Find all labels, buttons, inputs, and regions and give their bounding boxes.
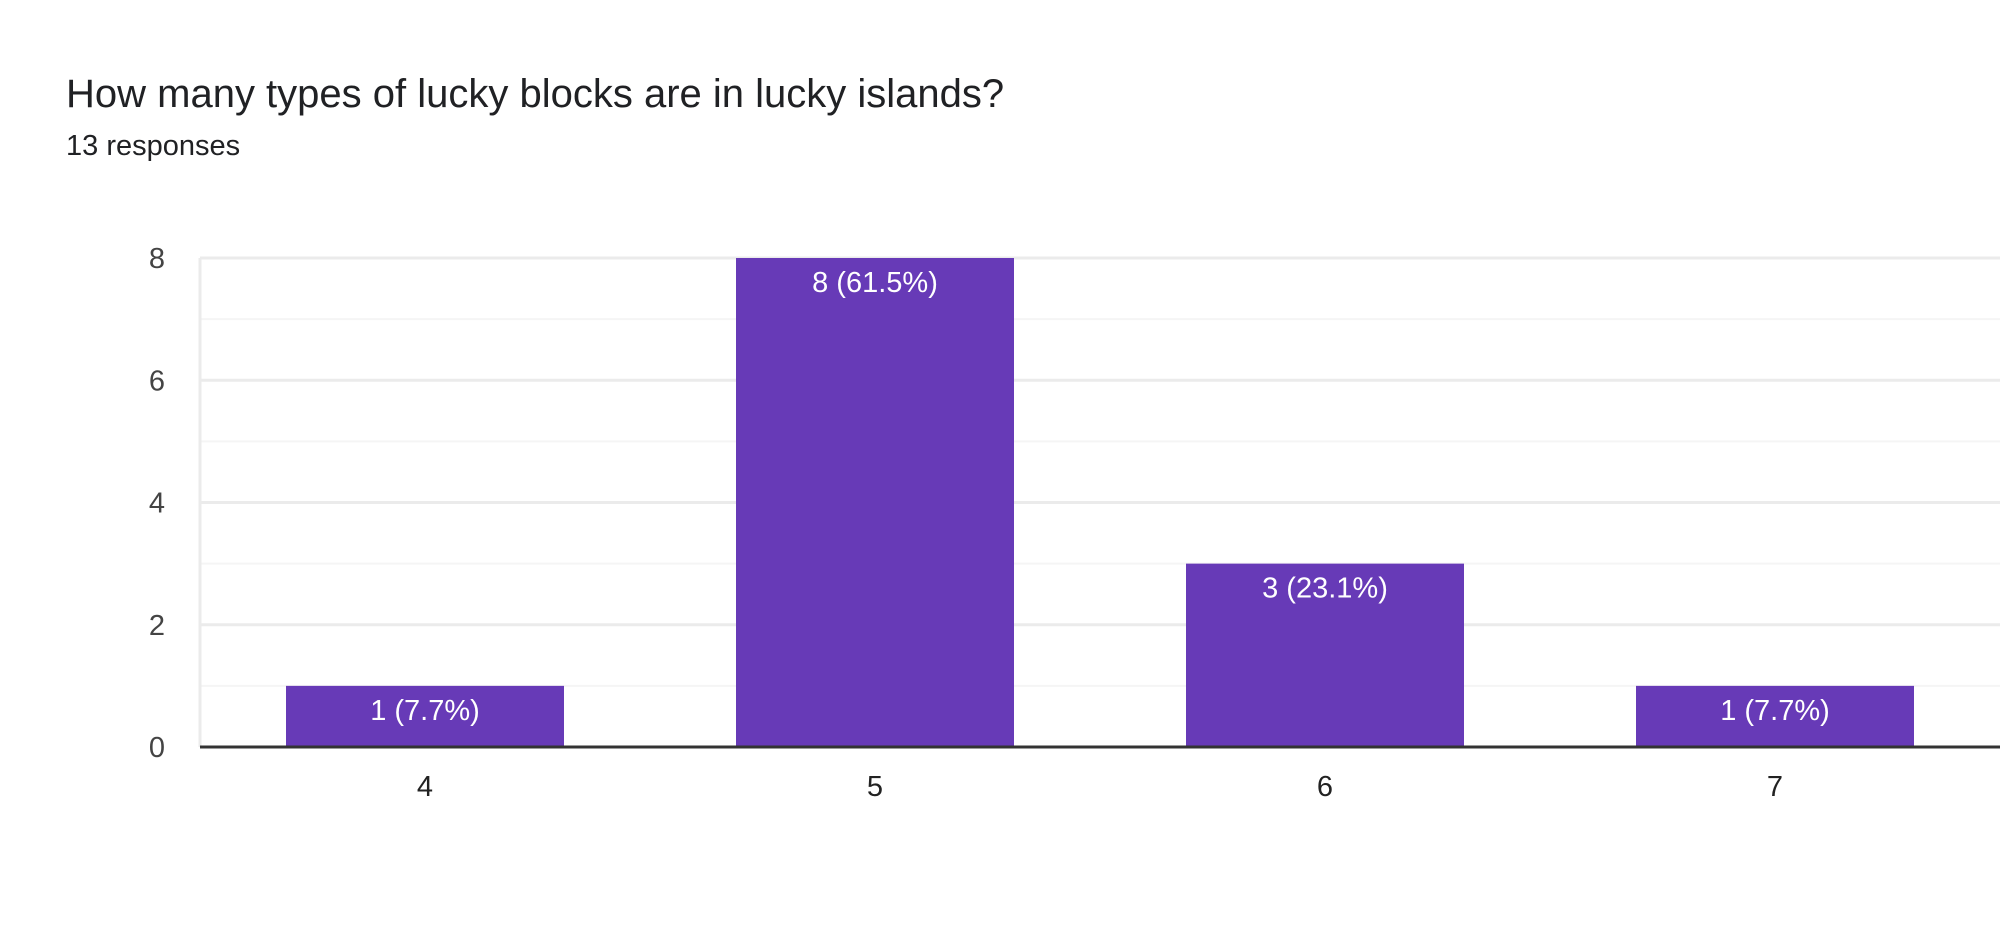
bar-data-label: 1 (7.7%) xyxy=(370,695,480,727)
x-category-label: 4 xyxy=(417,771,433,803)
y-tick-label: 2 xyxy=(149,610,165,642)
question-title: How many types of lucky blocks are in lu… xyxy=(66,72,1005,116)
y-tick-label: 8 xyxy=(149,243,165,275)
response-count: 13 responses xyxy=(66,130,241,162)
bar-4 xyxy=(286,685,564,747)
bar-5 xyxy=(736,258,1014,747)
bar-7 xyxy=(1636,685,1914,747)
bar-data-label: 8 (61.5%) xyxy=(812,267,938,299)
chart-header: How many types of lucky blocks are in lu… xyxy=(66,66,1004,166)
y-tick-label: 0 xyxy=(149,732,165,764)
bar-6 xyxy=(1186,563,1464,747)
x-category-label: 5 xyxy=(867,771,883,803)
x-category-label: 7 xyxy=(1767,771,1783,803)
bar-data-label: 3 (23.1%) xyxy=(1262,573,1388,605)
bar-data-label: 1 (7.7%) xyxy=(1720,695,1830,727)
x-category-label: 6 xyxy=(1317,771,1333,803)
y-tick-label: 4 xyxy=(149,488,165,520)
y-tick-label: 6 xyxy=(149,365,165,397)
